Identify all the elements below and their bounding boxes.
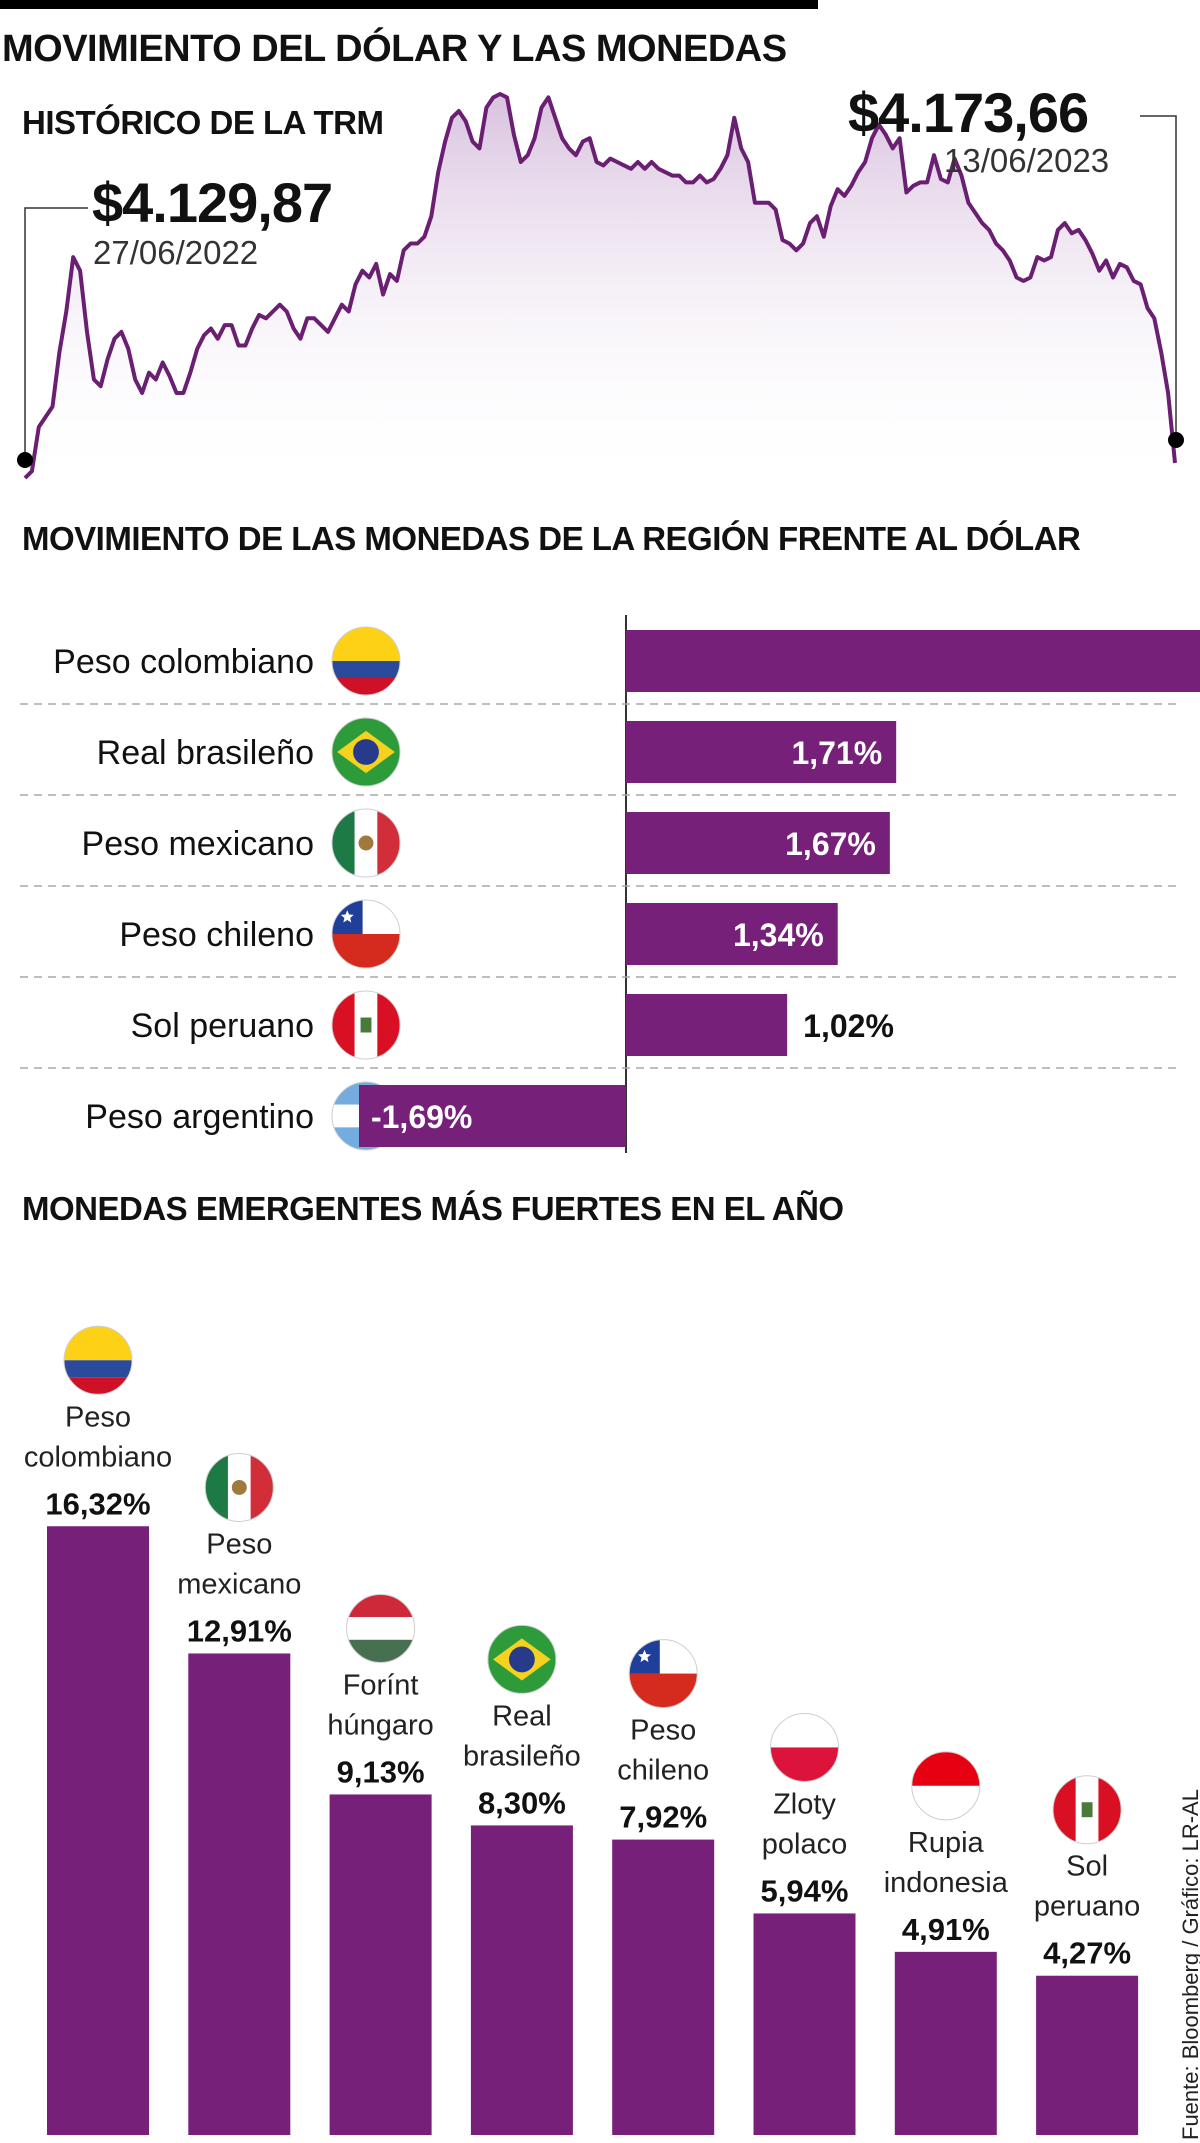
trm-start-point — [17, 452, 33, 468]
emerging-category-label: colombiano — [24, 1441, 172, 1473]
emerging-category-label: Sol — [1066, 1851, 1108, 1883]
emerging-category-label: Peso — [65, 1401, 131, 1433]
trm-start-value: $4.129,87 — [92, 171, 333, 234]
regional-category-label: Real brasileño — [97, 734, 314, 772]
regional-bar — [626, 812, 890, 874]
trm-end-value: $4.173,66 — [848, 81, 1089, 144]
emerging-category-label: polaco — [762, 1828, 847, 1860]
emerging-heading: MONEDAS EMERGENTES MÁS FUERTES EN EL AÑO — [22, 1190, 844, 1227]
trm-area — [25, 94, 1175, 485]
regional-category-label: Peso mexicano — [82, 825, 314, 863]
emerging-bar — [612, 1839, 715, 2135]
flag-chile-emerging-4 — [628, 1639, 698, 1709]
emerging-bar — [470, 1825, 573, 2135]
flag-brazil-emerging-3 — [487, 1624, 557, 1694]
regional-value-label: 1,67% — [785, 826, 876, 862]
trm-line — [23, 92, 1177, 480]
emerging-value-label: 9,13% — [337, 1754, 425, 1789]
flag-peru-emerging-7 — [1052, 1775, 1122, 1845]
regional-bar — [358, 1085, 626, 1147]
regional-bar — [626, 630, 1200, 692]
emerging-bar — [894, 1951, 997, 2135]
top-rule — [0, 0, 818, 9]
regional-value-label: 1,34% — [733, 917, 824, 953]
regional-bar — [626, 994, 788, 1056]
regional-category-label: Peso colombiano — [53, 643, 314, 681]
flag-colombia-regional-0 — [331, 626, 401, 696]
regional-category-label: Sol peruano — [131, 1007, 314, 1045]
emerging-category-label: húngaro — [327, 1709, 433, 1741]
emerging-value-label: 5,94% — [761, 1873, 849, 1908]
flag-brazil-regional-1 — [331, 717, 401, 787]
emerging-category-label: indonesia — [884, 1867, 1009, 1899]
emerging-bar — [753, 1913, 856, 2135]
trm-start-leader — [24, 207, 88, 460]
emerging-category-label: Real — [492, 1700, 552, 1732]
flag-hungary-emerging-2 — [346, 1593, 416, 1663]
emerging-value-label: 16,32% — [45, 1486, 150, 1521]
regional-value-label: 1,02% — [803, 1008, 894, 1044]
flag-poland-emerging-5 — [770, 1712, 839, 1782]
trm-heading: HISTÓRICO DE LA TRM — [22, 104, 384, 141]
flag-mexico-emerging-1 — [204, 1452, 274, 1522]
regional-bar — [626, 903, 838, 965]
trm-end-point — [1168, 432, 1184, 448]
emerging-bar — [188, 1653, 291, 2135]
trm-line-chart — [17, 92, 1184, 485]
trm-end-leader — [1140, 115, 1177, 440]
emerging-category-label: peruano — [1034, 1891, 1140, 1923]
flag-indonesia-emerging-6 — [911, 1751, 981, 1821]
emerging-category-label: Peso — [206, 1528, 272, 1560]
emerging-bar — [47, 1526, 149, 2135]
emerging-category-label: Peso — [630, 1715, 696, 1747]
flag-chile-regional-3 — [331, 899, 401, 969]
regional-value-label: -1,69% — [371, 1099, 472, 1135]
regional-bar — [626, 721, 897, 783]
page-title: MOVIMIENTO DEL DÓLAR Y LAS MONEDAS — [2, 28, 787, 70]
source-note: Fuente: Bloomberg / Gráfico: LR-AL — [1178, 1789, 1200, 2140]
regional-bar-chart: Peso colombiano4,30%Real brasileño1,71%P… — [20, 615, 1200, 1153]
emerging-category-label: Forínt — [343, 1669, 419, 1701]
regional-category-label: Peso argentino — [85, 1098, 314, 1136]
emerging-bar — [329, 1794, 432, 2135]
emerging-value-label: 8,30% — [478, 1785, 566, 1820]
emerging-bar-chart: 16,32% Peso colombiano 12,91% Peso mexicano 9,… — [24, 1325, 1140, 2135]
flag-peru-regional-4 — [331, 990, 401, 1060]
emerging-value-label: 12,91% — [187, 1613, 292, 1648]
emerging-value-label: 7,92% — [619, 1800, 707, 1835]
emerging-value-label: 4,27% — [1043, 1936, 1131, 1971]
emerging-bar — [1036, 1975, 1139, 2135]
emerging-value-label: 4,91% — [902, 1912, 990, 1947]
regional-value-label: 1,71% — [791, 735, 882, 771]
trm-start-date: 27/06/2022 — [93, 234, 259, 271]
emerging-category-label: brasileño — [463, 1740, 581, 1772]
emerging-category-label: chileno — [617, 1755, 709, 1787]
emerging-category-label: Rupia — [908, 1827, 985, 1859]
regional-heading: MOVIMIENTO DE LAS MONEDAS DE LA REGIÓN F… — [22, 520, 1081, 557]
emerging-category-label: mexicano — [177, 1568, 301, 1600]
emerging-category-label: Zloty — [773, 1788, 836, 1820]
regional-category-label: Peso chileno — [119, 916, 314, 954]
trm-end-date: 13/06/2023 — [944, 142, 1110, 179]
flag-colombia-emerging-0 — [63, 1325, 133, 1395]
flag-mexico-regional-2 — [331, 808, 401, 878]
